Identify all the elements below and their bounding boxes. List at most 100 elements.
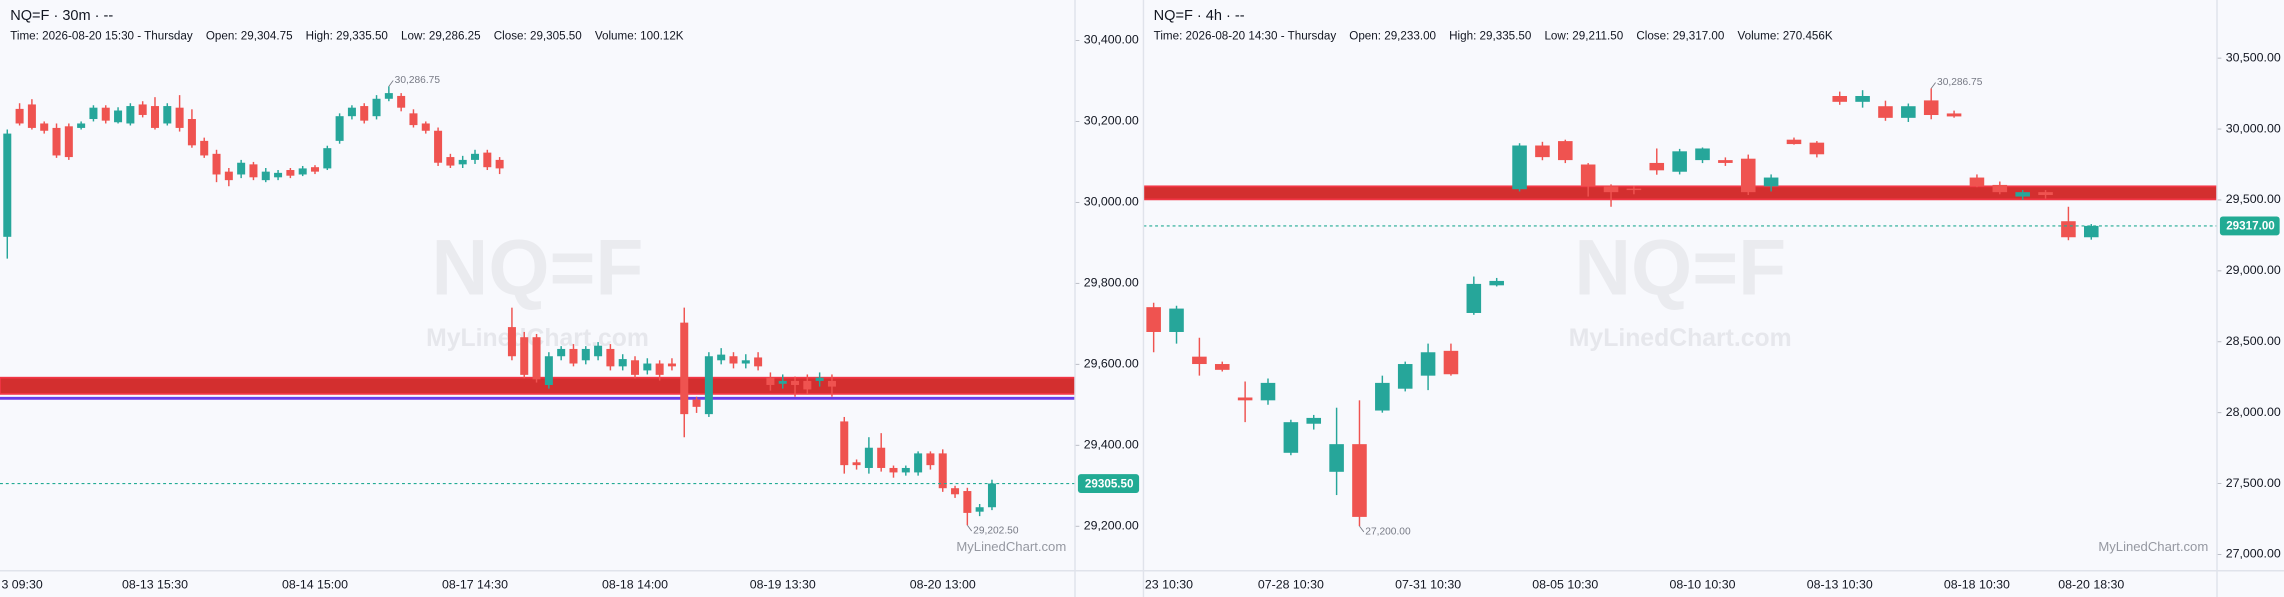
candle-body	[1283, 422, 1299, 453]
watermark: NQ=F	[432, 224, 644, 312]
candle-body	[126, 106, 135, 124]
y-tick-label: 29,500.00	[2226, 192, 2281, 206]
candle-body	[1923, 100, 1939, 116]
candle-body	[507, 327, 516, 357]
candle-body	[1740, 158, 1756, 193]
x-tick-label: 08-13 15:30	[122, 578, 188, 592]
candle-body	[1214, 364, 1230, 370]
y-tick-label: 30,200.00	[1084, 114, 1139, 128]
candle-body	[40, 123, 49, 131]
candle-body	[741, 360, 750, 364]
candle-body	[2084, 225, 2099, 238]
candle-body	[471, 153, 480, 160]
candle-body	[815, 377, 824, 381]
candle-body	[667, 363, 676, 367]
last-price-tag	[2219, 216, 2280, 236]
candle-body	[52, 127, 61, 156]
candle-body	[27, 104, 36, 128]
plot-background	[0, 0, 1075, 571]
candle-body	[520, 337, 529, 375]
candle-body	[864, 447, 873, 468]
candle-body	[237, 162, 246, 175]
candle-body	[643, 363, 652, 371]
ohlc-info: Volume: 270.456K	[1737, 29, 1832, 42]
candle-body	[3, 133, 12, 237]
last-price-tag	[1077, 474, 1140, 494]
candle-body	[175, 107, 184, 128]
level-band	[0, 376, 1075, 395]
candle-body	[791, 380, 800, 385]
candle-body	[680, 322, 689, 415]
ohlc-info: Low: 29,211.50	[1544, 29, 1623, 42]
y-tick-label: 28,500.00	[2226, 334, 2281, 348]
y-tick-label: 29,000.00	[2226, 263, 2281, 277]
candle-body	[409, 113, 418, 126]
candle-body	[1946, 113, 1962, 117]
candle-body	[335, 116, 344, 141]
candle-body	[483, 152, 492, 168]
candle-body	[310, 167, 320, 172]
candle-body	[286, 170, 295, 176]
annotation: 27,200.00	[1365, 527, 1411, 538]
candle-body	[692, 399, 701, 407]
candle-body	[975, 507, 984, 512]
y-tick-label: 30,500.00	[2226, 50, 2281, 64]
candle-body	[224, 171, 233, 181]
x-tick-label: 08-18 14:00	[602, 578, 668, 592]
candle-body	[77, 123, 86, 128]
ohlc-info: High: 29,335.50	[1449, 29, 1532, 42]
candle-body	[1901, 106, 1916, 118]
candle-body	[754, 357, 763, 367]
candle-body	[1786, 139, 1802, 145]
y-tick-label: 29,200.00	[1084, 519, 1139, 533]
ohlc-info: Time: 2026-08-20 14:30 - Thursday	[1154, 29, 1337, 42]
x-tick-label: 08-10 10:30	[1670, 578, 1736, 592]
ohlc-info: Open: 29,304.75	[206, 29, 293, 42]
candle-body	[594, 345, 603, 357]
watermark-site: MyLinedChart.com	[1569, 325, 1792, 352]
candle-body	[803, 380, 812, 390]
candle-body	[581, 348, 590, 361]
x-tick-label: 08-17 14:30	[442, 578, 508, 592]
candle-body	[532, 337, 541, 380]
y-tick-label: 29,600.00	[1084, 357, 1139, 371]
candle-body	[766, 377, 775, 385]
candle-body	[877, 447, 886, 468]
candle-body	[138, 104, 147, 115]
watermark: NQ=F	[1574, 224, 1786, 312]
candle-body	[150, 106, 159, 128]
candle-body	[274, 172, 283, 178]
ohlc-info: Open: 29,233.00	[1349, 29, 1436, 42]
last-price-label: 29317.00	[2226, 220, 2275, 233]
plot: NQ=FMyLinedChart.com30,286.7529,202.50My…	[0, 0, 1075, 571]
candle-body	[569, 348, 578, 364]
candle-body	[1809, 142, 1825, 155]
candle-body	[15, 108, 24, 124]
candle-body	[1626, 188, 1642, 191]
level-band	[1143, 185, 2217, 201]
x-tick-label: 07-31 10:30	[1395, 578, 1461, 592]
candle-body	[1763, 177, 1779, 187]
brand: MyLinedChart.com	[956, 539, 1066, 554]
candle-body	[606, 348, 615, 367]
plot-background	[1143, 0, 2217, 571]
candle-body	[951, 488, 960, 495]
y-tick-label: 29,800.00	[1084, 276, 1139, 290]
candle-body	[2015, 192, 2030, 197]
last-price-label: 29305.50	[1085, 477, 1134, 490]
annotation-leader	[967, 524, 973, 532]
candle-body	[852, 462, 861, 466]
candle-body	[1192, 356, 1207, 365]
candle-body	[1969, 177, 1985, 187]
candle-body	[1443, 350, 1459, 375]
candle-body	[212, 153, 221, 175]
y-tick-label: 30,400.00	[1084, 33, 1139, 47]
candle-body	[1558, 141, 1573, 161]
candle-body	[1466, 283, 1482, 313]
x-tick-label: 08-20 13:00	[910, 578, 976, 592]
candle-body	[1695, 148, 1710, 161]
ohlc-info: Close: 29,317.00	[1636, 29, 1725, 42]
candle-body	[778, 380, 787, 384]
ohlc-info: Volume: 100.12K	[595, 29, 684, 42]
